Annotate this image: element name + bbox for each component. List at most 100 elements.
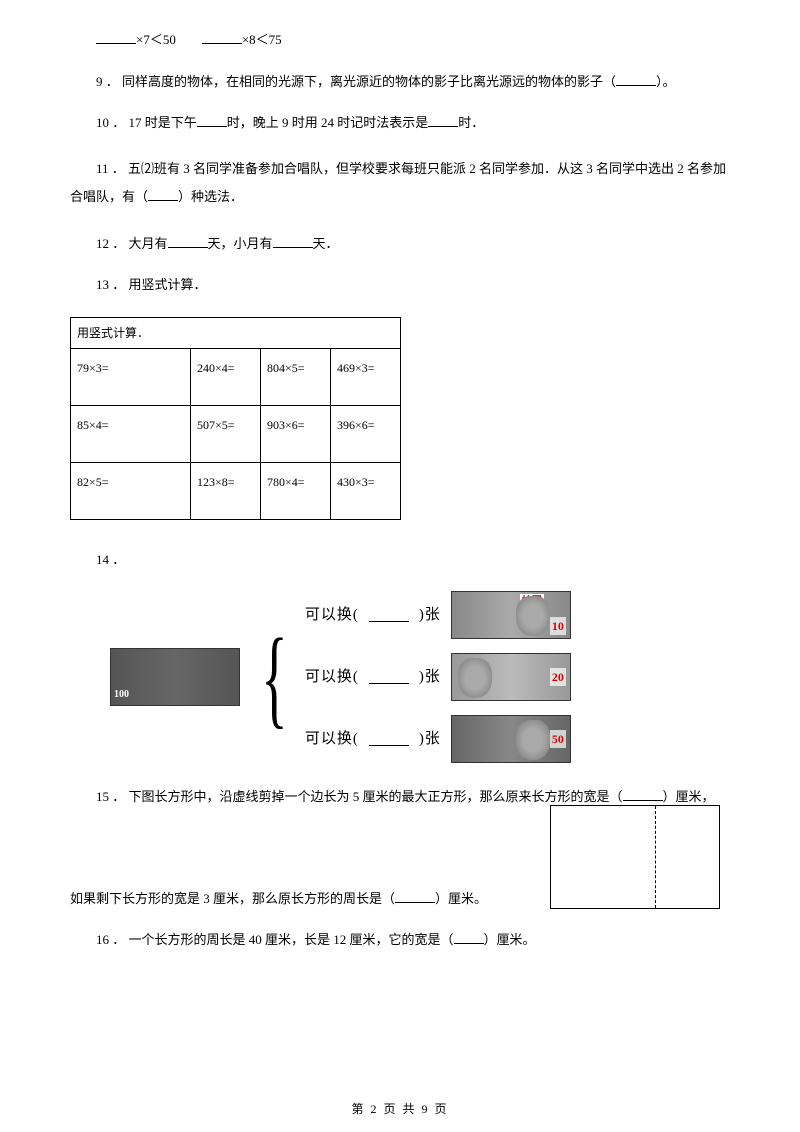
bill-20-icon: 20 — [451, 653, 571, 701]
q11-blank[interactable] — [148, 188, 178, 201]
cell-r2c2: 507×5= — [191, 405, 261, 462]
brace-icon: { — [261, 628, 287, 727]
q12-blank2[interactable] — [273, 235, 313, 248]
q13-text: 用竖式计算． — [129, 277, 207, 292]
money-row-20: 可以换( )张 20 — [305, 653, 571, 701]
money-rows: 可以换( )张 拾圆 10 可以换( )张 20 可以换( )张 50 — [305, 591, 571, 763]
q12-sep: ． — [112, 236, 125, 251]
cell-r2c3: 903×6= — [261, 405, 331, 462]
q10-sep: ． — [112, 115, 125, 130]
cell-r3c2: 123×8= — [191, 462, 261, 519]
bill-50-icon: 50 — [451, 715, 571, 763]
face-icon — [458, 658, 492, 698]
table-hdr: 用竖式计算． — [71, 317, 401, 348]
q16-num: 16 — [96, 932, 109, 947]
mr10-blank[interactable] — [369, 609, 409, 622]
q8-t2: ×8＜75 — [242, 32, 282, 47]
q11-num: 11 — [96, 161, 109, 176]
q15-t4: ）厘米。 — [435, 891, 487, 906]
footer-p5: 页 — [435, 1102, 449, 1116]
q13-num: 13 — [96, 277, 109, 292]
bill-20-num: 20 — [550, 668, 566, 686]
money-block: { 可以换( )张 拾圆 10 可以换( )张 20 可以换( )张 — [110, 591, 730, 763]
q9-line: 9 ． 同样高度的物体，在相同的光源下，离光源近的物体的影子比离光源远的物体的影… — [70, 72, 730, 92]
q10-line: 10 ． 17 时是下午 时，晚上 9 时用 24 时记时法表示是 时． — [70, 113, 730, 133]
q14-num: 14 — [96, 552, 109, 567]
mr20-l2: )张 — [419, 666, 441, 689]
q9-num: 9 — [96, 74, 103, 89]
q16-blank[interactable] — [454, 931, 484, 944]
q13-line: 13 ． 用竖式计算． — [70, 275, 730, 295]
q15-t1: 下图长方形中，沿虚线剪掉一个边长为 5 厘米的最大正方形，那么原来长方形的宽是（ — [129, 789, 623, 804]
mr10-l2: )张 — [419, 604, 441, 627]
calc-table: 用竖式计算． 79×3= 240×4= 804×5= 469×3= 85×4= … — [70, 317, 401, 520]
q13-sep: ． — [112, 277, 125, 292]
cell-r2c1: 85×4= — [71, 405, 191, 462]
mr20-blank[interactable] — [369, 671, 409, 684]
table-row: 85×4= 507×5= 903×6= 396×6= — [71, 405, 401, 462]
q15-t2: ）厘米， — [663, 789, 715, 804]
q15-wrap: 15 ． 下图长方形中，沿虚线剪掉一个边长为 5 厘米的最大正方形，那么原来长方… — [70, 787, 730, 908]
q12-line: 12 ． 大月有 天，小月有 天． — [70, 234, 730, 254]
q15-blank2[interactable] — [395, 890, 435, 903]
cell-r3c4: 430×3= — [331, 462, 401, 519]
footer-p1: 第 — [351, 1102, 365, 1116]
q8-blank2[interactable] — [202, 31, 242, 44]
rect-diagram — [550, 805, 720, 909]
q10-t3: 时． — [458, 115, 484, 130]
bill-100-icon — [110, 648, 240, 706]
cell-r2c4: 396×6= — [331, 405, 401, 462]
q12-t3: 天． — [313, 236, 339, 251]
footer-p3: 页 共 — [383, 1102, 416, 1116]
q10-blank2[interactable] — [428, 114, 458, 127]
cell-r3c1: 82×5= — [71, 462, 191, 519]
q11-line: 11 ． 五⑵班有 3 名同学准备参加合唱队，但学校要求每班只能派 2 名同学参… — [70, 155, 730, 212]
cell-r1c4: 469×3= — [331, 348, 401, 405]
mr50-l2: )张 — [419, 728, 441, 751]
page-footer: 第 2 页 共 9 页 — [0, 1100, 800, 1118]
face-icon — [516, 596, 550, 636]
q10-t1: 17 时是下午 — [129, 115, 197, 130]
q15-blank1[interactable] — [623, 788, 663, 801]
q15-num: 15 — [96, 789, 109, 804]
bill-10-num: 10 — [550, 617, 566, 635]
mr50-blank[interactable] — [369, 733, 409, 746]
q16-line: 16 ． 一个长方形的周长是 40 厘米，长是 12 厘米，它的宽是（）厘米。 — [70, 930, 730, 950]
q14-sep: ． — [112, 552, 125, 567]
q11-sep: ． — [112, 161, 125, 176]
cell-r1c1: 79×3= — [71, 348, 191, 405]
q9-blank[interactable] — [616, 73, 656, 86]
q12-t1: 大月有 — [129, 236, 168, 251]
q9-sep: ． — [106, 74, 119, 89]
q9-text2: ）。 — [656, 74, 676, 89]
dashed-line — [655, 806, 656, 908]
q14-line: 14 ． — [70, 550, 730, 570]
q16-sep: ． — [112, 932, 125, 947]
q12-blank1[interactable] — [168, 235, 208, 248]
q9-text: 同样高度的物体，在相同的光源下，离光源近的物体的影子比离光源远的物体的影子（ — [122, 74, 616, 89]
table-row: 82×5= 123×8= 780×4= 430×3= — [71, 462, 401, 519]
cell-r1c3: 804×5= — [261, 348, 331, 405]
q12-t2: 天，小月有 — [208, 236, 273, 251]
footer-p2: 2 — [370, 1102, 378, 1116]
q11-t2: ）种选法． — [178, 189, 243, 204]
q15-sep: ． — [112, 789, 125, 804]
face-icon — [516, 720, 550, 760]
money-row-10: 可以换( )张 拾圆 10 — [305, 591, 571, 639]
q10-blank1[interactable] — [197, 114, 227, 127]
bill-10-icon: 拾圆 10 — [451, 591, 571, 639]
q16-t2: ）厘米。 — [484, 932, 536, 947]
mr10-l1: 可以换( — [305, 604, 359, 627]
footer-p4: 9 — [422, 1102, 430, 1116]
q15-line1: 15 ． 下图长方形中，沿虚线剪掉一个边长为 5 厘米的最大正方形，那么原来长方… — [70, 787, 730, 807]
q8-line: ×7＜50 ×8＜75 — [70, 30, 730, 50]
q10-t2: 时，晚上 9 时用 24 时记时法表示是 — [227, 115, 429, 130]
table-row: 79×3= 240×4= 804×5= 469×3= — [71, 348, 401, 405]
q12-num: 12 — [96, 236, 109, 251]
cell-r1c2: 240×4= — [191, 348, 261, 405]
q8-t1: ×7＜50 — [136, 32, 176, 47]
q8-blank1[interactable] — [96, 31, 136, 44]
mr20-l1: 可以换( — [305, 666, 359, 689]
q10-num: 10 — [96, 115, 109, 130]
money-row-50: 可以换( )张 50 — [305, 715, 571, 763]
